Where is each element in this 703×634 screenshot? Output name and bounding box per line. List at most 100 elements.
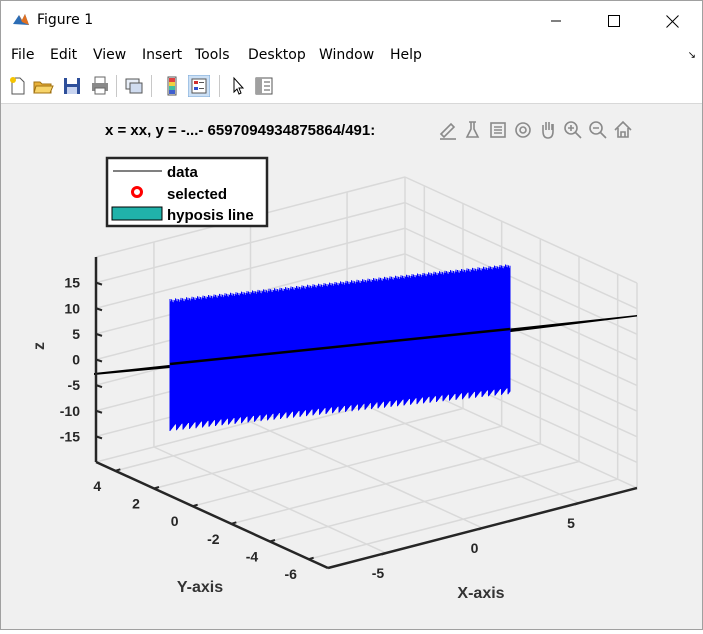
- grid-line-y: [231, 443, 541, 525]
- grid-line-y: [153, 407, 464, 490]
- z-tick: [95, 307, 103, 312]
- minimize-icon: [551, 20, 561, 22]
- legend[interactable]: data selected hyposis line: [105, 156, 269, 228]
- grid-line-x: [250, 421, 483, 529]
- z-tick-label: -15: [60, 428, 80, 444]
- y-axis-line: [95, 460, 329, 570]
- home-icon[interactable]: [614, 120, 632, 138]
- z-tick: [95, 332, 103, 337]
- z-tick: [95, 435, 103, 440]
- hypothesis-line-front: [169, 327, 511, 366]
- grid-line-z: [404, 227, 638, 335]
- maximize-icon: [608, 15, 620, 27]
- menu-view[interactable]: View: [93, 47, 127, 63]
- z-tick-label: 0: [72, 352, 80, 368]
- rotate-3d-icon[interactable]: [515, 122, 531, 138]
- link-plot-icon[interactable]: [123, 75, 145, 97]
- y-tick-label: -4: [246, 549, 259, 565]
- chart-title: x = xx, y = -...- 6597094934875864/491:: [105, 122, 375, 139]
- legend-icon[interactable]: [188, 75, 210, 97]
- y-tick: [308, 556, 314, 561]
- menu-help[interactable]: Help: [390, 47, 422, 63]
- menu-tools[interactable]: Tools: [195, 47, 230, 63]
- grid-line-z: [404, 201, 638, 310]
- legend-hyposis-patch: [111, 206, 163, 221]
- z-tick: [95, 409, 103, 414]
- colorbar-icon[interactable]: [161, 75, 183, 97]
- grid-line-y: [192, 425, 502, 507]
- x-axis-label: X-axis: [457, 585, 504, 602]
- chart-3d[interactable]: -5 0 5 -6 -4 -2 0 2 4 15 10 5 0 -5 -10 -15 x = xx, y = …: [1, 104, 702, 629]
- y-tick: [115, 468, 121, 472]
- y-tick: [192, 503, 198, 508]
- y-tick: [231, 521, 237, 525]
- y-tick: [269, 539, 276, 543]
- data-tips-icon[interactable]: [465, 121, 480, 138]
- legend-selected-marker: [131, 186, 143, 198]
- y-axis-label: Y-axis: [177, 579, 223, 596]
- open-file-icon[interactable]: [32, 75, 54, 97]
- new-figure-icon[interactable]: [7, 75, 29, 97]
- axes-toolbar: [439, 120, 632, 140]
- x-tick: [478, 527, 483, 531]
- pan-icon[interactable]: [542, 122, 554, 139]
- property-inspector-icon[interactable]: [253, 75, 275, 97]
- title-bar: Figure 1: [1, 1, 702, 41]
- y-tick-label: -6: [284, 566, 297, 582]
- data-band-layer: [169, 264, 511, 432]
- menu-desktop[interactable]: Desktop: [248, 47, 306, 63]
- menu-insert[interactable]: Insert: [142, 47, 183, 63]
- toolbar-separator: [116, 75, 117, 97]
- z-tick-label: 5: [72, 326, 80, 342]
- zoom-out-icon[interactable]: [589, 121, 607, 139]
- toolbar-separator: [151, 75, 152, 97]
- grid-line-x: [346, 396, 580, 504]
- figure-canvas: -5 0 5 -6 -4 -2 0 2 4 15 10 5 0 -5 -10 -15 x = xx, y = …: [1, 104, 702, 629]
- figure-toolbar: [1, 69, 702, 104]
- z-tick-label: 15: [64, 275, 80, 291]
- close-button[interactable]: [658, 7, 686, 35]
- x-tick-label: -5: [372, 565, 385, 581]
- y-tick-label: 2: [132, 496, 140, 512]
- menu-edit[interactable]: Edit: [50, 47, 78, 63]
- grid-line-x: [153, 446, 387, 554]
- grid-edge: [404, 176, 638, 284]
- x-tick: [381, 552, 387, 556]
- z-tick-label: -5: [68, 377, 81, 393]
- window-title: Figure 1: [37, 12, 94, 28]
- z-tick: [95, 384, 103, 389]
- x-tick-label: 0: [471, 540, 479, 556]
- grid-line-z: [404, 253, 638, 361]
- x-tick-label: 5: [567, 515, 575, 531]
- z-axis-label: z: [31, 342, 48, 350]
- legend-label-hyposis: hyposis line: [167, 207, 254, 224]
- menu-file[interactable]: File: [11, 47, 35, 63]
- z-tick: [95, 358, 103, 363]
- toolbar-separator: [219, 75, 220, 97]
- ticks-layer: -5 0 5 -6 -4 -2 0 2 4 15 10 5 0 -5 -10 -15: [60, 275, 580, 582]
- grid-line-z: [95, 227, 406, 309]
- save-icon[interactable]: [61, 75, 83, 97]
- insert-legend-icon[interactable]: [490, 122, 506, 138]
- maximize-button[interactable]: [600, 7, 628, 35]
- menu-bar: File Edit View Insert Tools Desktop Wind…: [1, 41, 702, 69]
- grid-line-y: [308, 478, 618, 560]
- dock-arrow-icon[interactable]: ↘: [687, 50, 696, 61]
- menu-window[interactable]: Window: [319, 47, 375, 63]
- print-icon[interactable]: [89, 75, 111, 97]
- x-tick: [574, 502, 580, 506]
- grid-line-z: [95, 201, 406, 284]
- y-tick-label: 0: [171, 513, 179, 529]
- legend-label-data: data: [167, 164, 199, 181]
- z-tick-label: 10: [64, 300, 80, 316]
- legend-label-selected: selected: [167, 186, 227, 203]
- z-tick: [95, 281, 103, 286]
- y-tick-label: -2: [207, 531, 220, 547]
- y-tick-label: 4: [93, 478, 101, 494]
- zoom-in-icon[interactable]: [564, 121, 582, 139]
- brush-icon[interactable]: [439, 122, 456, 140]
- minimize-button[interactable]: [542, 7, 570, 35]
- edit-pointer-icon[interactable]: [227, 75, 249, 97]
- close-icon: [665, 14, 679, 28]
